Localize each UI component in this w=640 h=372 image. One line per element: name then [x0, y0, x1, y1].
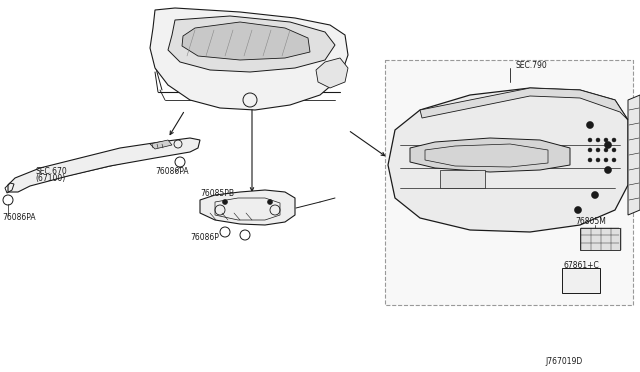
Text: 76805M: 76805M	[575, 218, 606, 227]
Text: 67861+C: 67861+C	[563, 260, 599, 269]
Bar	[580, 228, 620, 250]
Polygon shape	[168, 16, 335, 72]
Text: 76086PA: 76086PA	[2, 214, 36, 222]
Text: (67100): (67100)	[35, 174, 65, 183]
Circle shape	[612, 138, 616, 142]
Polygon shape	[388, 88, 628, 232]
Text: J767019D: J767019D	[545, 357, 582, 366]
Circle shape	[605, 141, 611, 148]
Circle shape	[586, 122, 593, 128]
Polygon shape	[182, 22, 310, 60]
Text: 76086PA: 76086PA	[155, 167, 189, 176]
Circle shape	[604, 138, 608, 142]
Circle shape	[268, 199, 273, 205]
Polygon shape	[150, 140, 172, 149]
Circle shape	[223, 199, 227, 205]
Text: 76086P: 76086P	[190, 234, 219, 243]
Circle shape	[596, 138, 600, 142]
Circle shape	[575, 206, 582, 214]
Polygon shape	[316, 58, 348, 88]
Circle shape	[588, 148, 592, 152]
Polygon shape	[8, 138, 200, 192]
Polygon shape	[420, 88, 628, 120]
Text: 76085PB: 76085PB	[200, 189, 234, 198]
Polygon shape	[150, 8, 348, 110]
Circle shape	[612, 148, 616, 152]
Circle shape	[604, 158, 608, 162]
Circle shape	[604, 148, 608, 152]
Bar	[440, 170, 485, 188]
Bar	[562, 268, 600, 293]
Circle shape	[588, 158, 592, 162]
Text: SEC.670: SEC.670	[35, 167, 67, 176]
Polygon shape	[628, 95, 640, 215]
Bar	[385, 60, 633, 305]
Polygon shape	[200, 190, 295, 225]
Text: SEC.790: SEC.790	[515, 61, 547, 70]
Circle shape	[596, 148, 600, 152]
Circle shape	[591, 192, 598, 199]
Polygon shape	[410, 138, 570, 172]
Circle shape	[605, 167, 611, 173]
Circle shape	[612, 158, 616, 162]
Circle shape	[596, 158, 600, 162]
Circle shape	[588, 138, 592, 142]
